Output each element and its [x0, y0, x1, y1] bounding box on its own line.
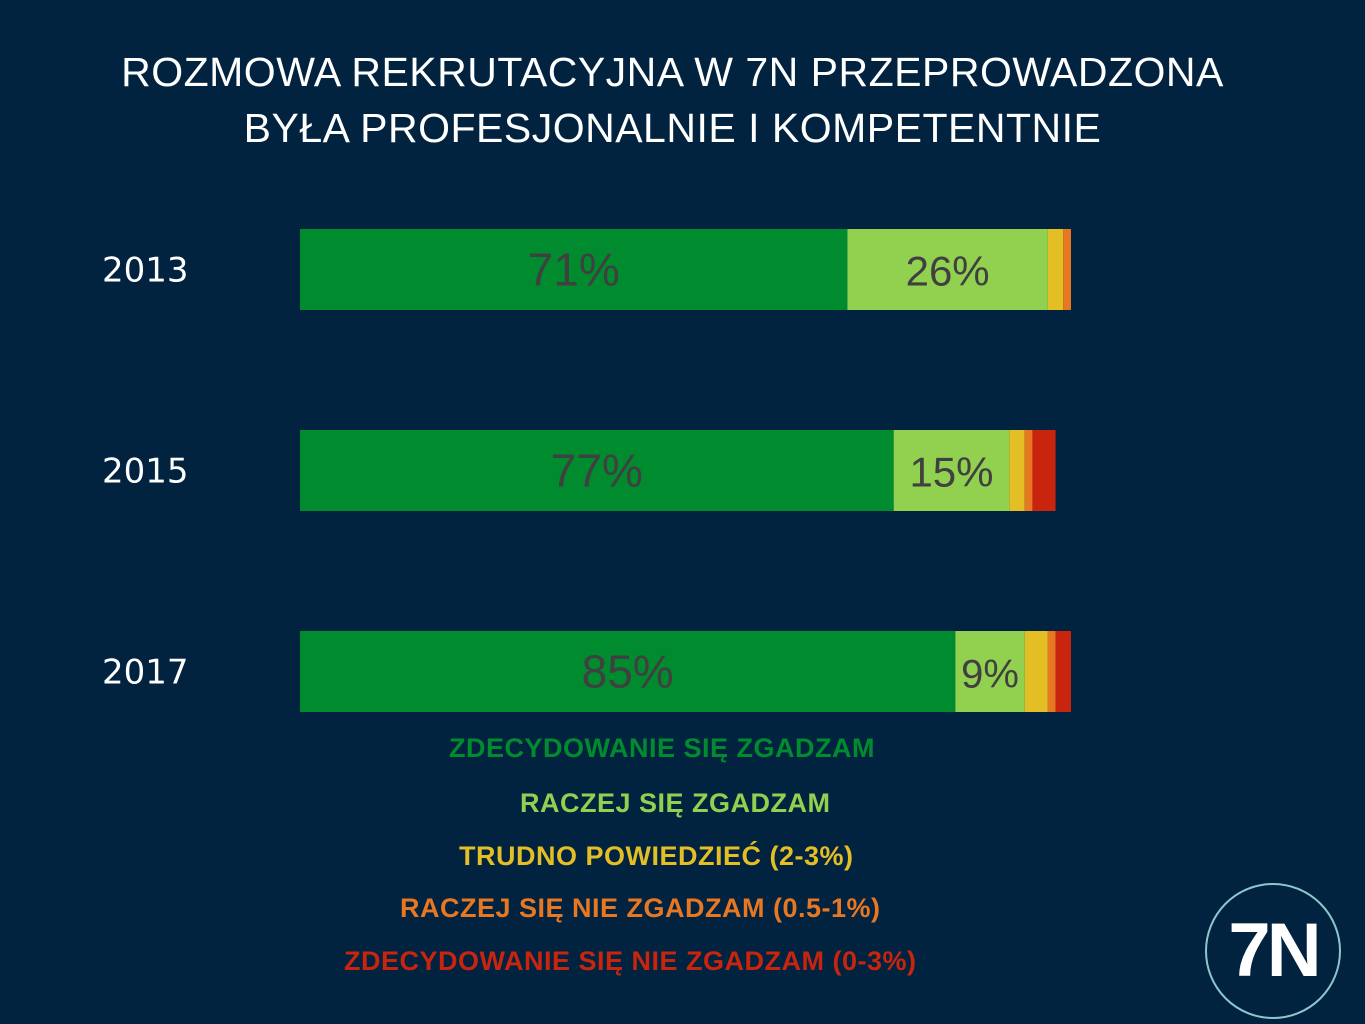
data-label-2013-zdecydowanie-si-zgadzam: 71%	[528, 244, 620, 296]
bar-segment-2015-raczej-si-nie-zgadzam-0-5-1	[1024, 430, 1033, 511]
bar-segment-2017-zdecydowanie-si-nie-zgadzam-0-3	[1055, 631, 1071, 712]
company-logo: 7N	[1205, 883, 1341, 1019]
bar-row-2017: 2017 85% 9%	[102, 631, 1071, 712]
bar-segment-2015-raczej-si-zgadzam	[893, 430, 1010, 511]
bar-segment-2017-trudno-powiedzie-2-3	[1024, 631, 1048, 712]
bar-segment-2013-raczej-si-nie-zgadzam-0-5-1	[1063, 229, 1071, 310]
logo-text: 7N	[1228, 908, 1317, 993]
legend-item-agree: RACZEJ SIĘ ZGADZAM	[520, 788, 831, 818]
bar-row-2013: 2013 71% 26%	[102, 229, 1071, 310]
chart-title-line-2: BYŁA PROFESJONALNIE I KOMPETENTNIE	[243, 105, 1102, 151]
logo-ring	[1205, 883, 1341, 1019]
data-label-2015-zdecydowanie-si-zgadzam: 77%	[551, 445, 643, 497]
category-label-2017: 2017	[102, 653, 189, 693]
bar-segment-2017-raczej-si-zgadzam	[955, 631, 1025, 712]
chart-title: ROZMOWA REKRUTACYJNA W 7N PRZEPROWADZONA…	[0, 44, 1345, 156]
bar-segment-2017-raczej-si-nie-zgadzam-0-5-1	[1047, 631, 1056, 712]
category-label-2015: 2015	[102, 452, 189, 492]
bar-segment-2015-trudno-powiedzie-2-3	[1009, 430, 1025, 511]
legend-item-strongly-disagree: ZDECYDOWANIE SIĘ NIE ZGADZAM (0-3%)	[344, 946, 917, 976]
bar-segment-2015-zdecydowanie-si-nie-zgadzam-0-3	[1032, 430, 1056, 511]
category-label-2013: 2013	[102, 251, 189, 291]
data-label-2015-raczej-si-zgadzam: 15%	[909, 449, 993, 496]
legend-item-disagree: RACZEJ SIĘ NIE ZGADZAM (0.5-1%)	[400, 893, 881, 923]
legend-item-neutral: TRUDNO POWIEDZIEĆ (2-3%)	[459, 841, 854, 871]
data-label-2013-raczej-si-zgadzam: 26%	[906, 248, 990, 295]
data-label-2017-raczej-si-zgadzam: 9%	[961, 653, 1019, 697]
bar-row-2015: 2015 77% 15%	[102, 430, 1056, 511]
bar-segment-2013-raczej-si-zgadzam	[847, 229, 1048, 310]
bar-segment-2013-trudno-powiedzie-2-3	[1047, 229, 1064, 310]
bar-segment-2013-zdecydowanie-si-zgadzam	[300, 229, 848, 310]
chart-title-line-1: ROZMOWA REKRUTACYJNA W 7N PRZEPROWADZONA	[121, 49, 1224, 95]
legend-item-strongly-agree: ZDECYDOWANIE SIĘ ZGADZAM	[449, 733, 876, 763]
bar-segment-2015-zdecydowanie-si-zgadzam	[300, 430, 894, 511]
data-label-2017-zdecydowanie-si-zgadzam: 85%	[582, 646, 674, 698]
bar-segment-2017-zdecydowanie-si-zgadzam	[300, 631, 956, 712]
